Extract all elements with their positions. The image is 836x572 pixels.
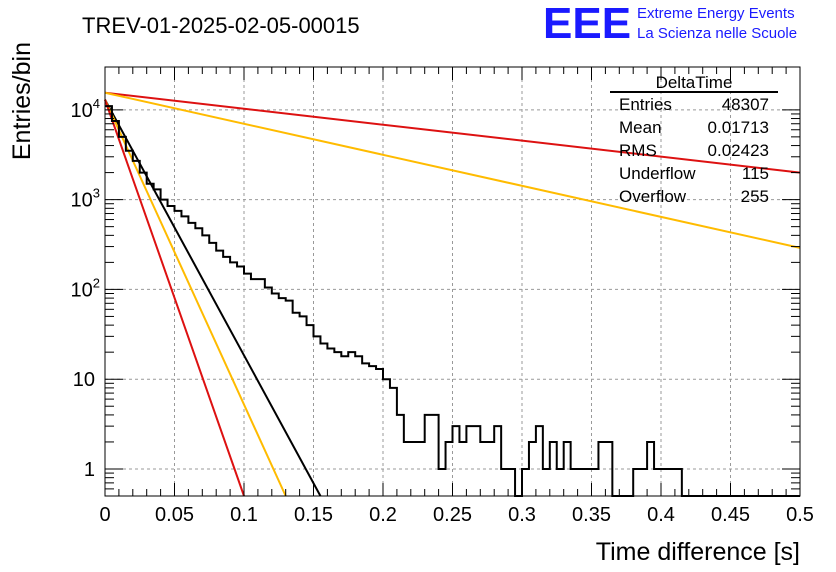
histogram: [105, 105, 800, 497]
eee-logo-letters: EEE: [543, 0, 631, 48]
x-tick-label: 0.4: [647, 504, 675, 526]
y-tick-label: 1: [84, 459, 95, 481]
axis-ticks: [104, 67, 801, 497]
fit-line: [104, 91, 801, 174]
stats-box-rows: Entries 48307 Mean 0.01713 RMS 0.02423 Underfl…: [619, 95, 769, 206]
stats-row-label: Overflow: [619, 187, 687, 206]
fit-line: [104, 99, 245, 497]
eee-logo: EEE Extreme Energy Events La Scienza nel…: [543, 0, 797, 48]
stats-row-value: 255: [741, 187, 769, 206]
x-tick-label: 0.25: [433, 504, 472, 526]
eee-logo-line2: La Scienza nelle Scuole: [637, 25, 797, 42]
histogram-steps: [105, 105, 800, 497]
fit-line: [104, 91, 801, 249]
x-tick-labels: 0 0.05 0.1 0.15 0.2 0.25 0.3 0.35 0.4 0.45 0.5: [99, 504, 813, 526]
x-tick-label: 0.35: [572, 504, 611, 526]
fit-line: [104, 99, 287, 497]
stats-box-title: DeltaTime: [656, 73, 733, 92]
grid-lines: [105, 67, 800, 496]
x-tick-label: 0.3: [508, 504, 536, 526]
x-tick-label: 0.05: [155, 504, 194, 526]
stats-row-label: Mean: [619, 118, 662, 137]
x-tick-label: 0.45: [711, 504, 750, 526]
y-axis-label: Entries/bin: [8, 42, 36, 160]
y-tick-label: 10: [73, 369, 95, 391]
x-axis-label: Time difference [s]: [596, 538, 800, 566]
y-tick-labels: 1 10 102 103 104: [71, 96, 100, 481]
y-tick-label: 104: [71, 96, 100, 122]
chart-title: TREV-01-2025-02-05-00015: [82, 13, 360, 38]
stats-row-label: Underflow: [619, 164, 696, 183]
x-tick-label: 0.2: [369, 504, 397, 526]
fit-lines: [104, 91, 801, 497]
x-tick-label: 0: [99, 504, 110, 526]
stats-row-value: 0.02423: [708, 141, 769, 160]
stats-row-value: 115: [742, 164, 769, 183]
eee-logo-line1: Extreme Energy Events: [637, 5, 795, 22]
fit-line: [104, 99, 322, 497]
stats-row-value: 48307: [722, 95, 769, 114]
stats-box: DeltaTime Entries 48307 Mean 0.01713 RMS 0.02…: [610, 73, 778, 206]
y-tick-label: 102: [71, 275, 100, 301]
x-tick-label: 0.5: [786, 504, 814, 526]
stats-row-label: Entries: [619, 95, 672, 114]
y-tick-label: 103: [71, 186, 100, 212]
x-tick-label: 0.1: [230, 504, 258, 526]
x-tick-label: 0.15: [294, 504, 333, 526]
stats-row-label: RMS: [619, 141, 657, 160]
stats-row-value: 0.01713: [708, 118, 769, 137]
